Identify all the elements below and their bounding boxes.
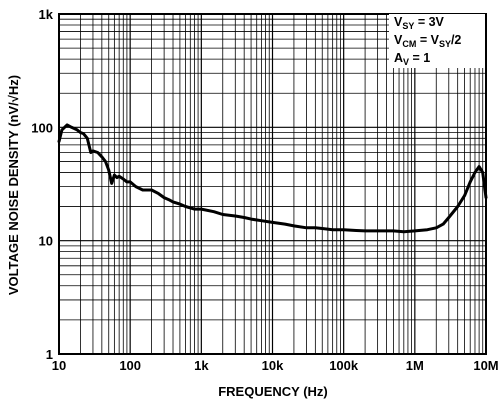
x-tick-label: 1k bbox=[194, 358, 209, 373]
y-tick-label: 1k bbox=[39, 7, 54, 22]
annotation-background bbox=[389, 14, 485, 68]
plot-frame bbox=[58, 13, 487, 355]
y-axis-label: VOLTAGE NOISE DENSITY (nV/√Hz) bbox=[6, 75, 21, 295]
x-axis-label: FREQUENCY (Hz) bbox=[218, 384, 328, 399]
x-tick-label: 10k bbox=[262, 358, 284, 373]
conditions-annotation: VSY = 3V VCM = VSY/2 AV = 1 bbox=[389, 14, 485, 68]
annotation-line-3: AV = 1 bbox=[394, 51, 430, 67]
y-tick-label: 1 bbox=[46, 347, 53, 362]
series-line bbox=[57, 123, 488, 234]
annotation-line-2: VCM = VSY/2 bbox=[394, 33, 461, 49]
x-tick-label: 100 bbox=[119, 358, 141, 373]
y-tick-label: 10 bbox=[39, 234, 53, 249]
x-tick-label: 100k bbox=[329, 358, 359, 373]
y-tick-label: 100 bbox=[31, 120, 53, 135]
x-tick-label: 10M bbox=[473, 358, 498, 373]
x-tick-label: 1M bbox=[406, 358, 424, 373]
x-tick-label: 10 bbox=[52, 358, 66, 373]
grid bbox=[58, 14, 486, 355]
annotation-line-1: VSY = 3V bbox=[394, 15, 445, 31]
